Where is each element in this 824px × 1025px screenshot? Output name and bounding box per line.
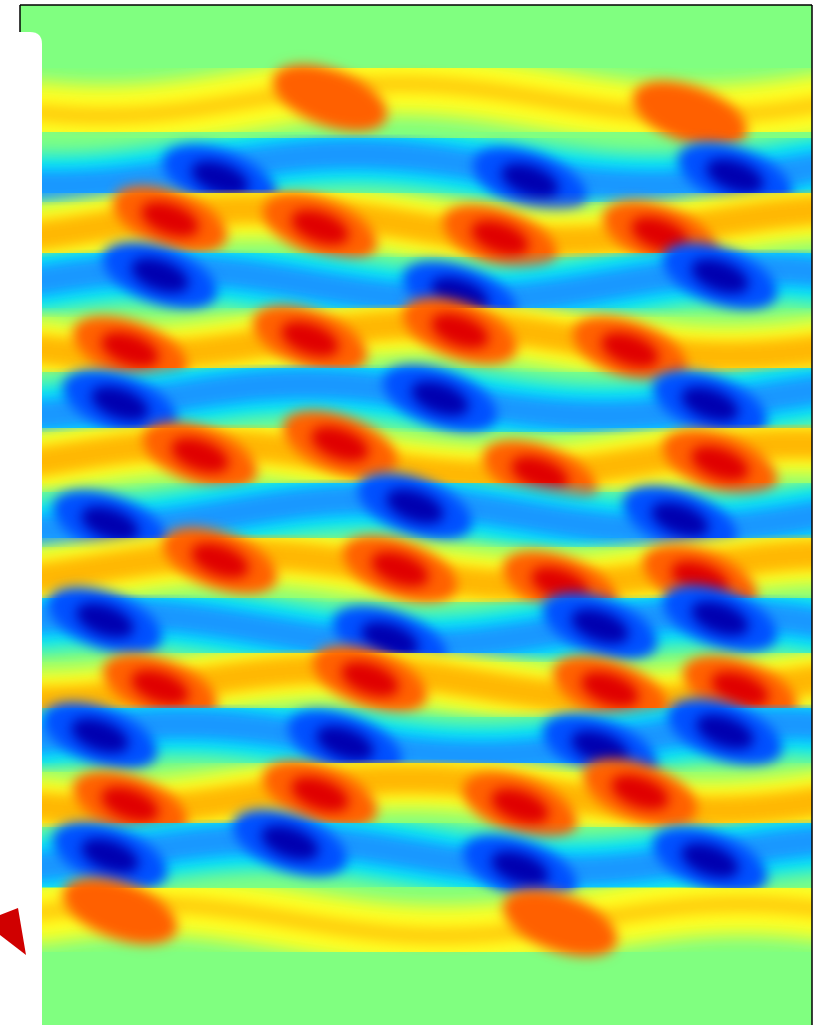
band-core <box>31 894 812 946</box>
blob-core <box>341 661 399 697</box>
blob-core <box>311 426 369 462</box>
blob-core <box>261 825 319 861</box>
blob-halo <box>502 889 618 957</box>
blob-core <box>696 714 754 750</box>
blob-core <box>706 158 764 194</box>
blob-core <box>571 730 629 766</box>
blob-core <box>101 786 159 822</box>
blob-core <box>691 258 749 294</box>
blob-core <box>91 386 149 421</box>
blob-core <box>81 506 139 542</box>
blob-core <box>386 488 444 524</box>
blob-core <box>76 603 134 638</box>
blob-core <box>601 332 659 368</box>
blob-core <box>291 776 349 812</box>
blob-core <box>131 257 189 293</box>
blob-core <box>501 163 559 199</box>
blob-core <box>651 502 709 537</box>
blob-halo <box>62 877 178 945</box>
blob-core <box>691 600 749 636</box>
blob-core <box>511 456 569 492</box>
side-panel <box>0 32 42 1025</box>
blob-core <box>371 551 429 587</box>
blob-core <box>281 321 339 357</box>
blob-core <box>291 209 349 245</box>
blob-core <box>71 718 129 754</box>
blob-core <box>471 220 529 256</box>
blob-core <box>411 381 469 416</box>
blob-core <box>141 201 199 237</box>
blob-core <box>581 671 639 707</box>
blob-halo <box>272 64 388 132</box>
blob-core <box>171 437 229 473</box>
blob-halo <box>632 81 748 148</box>
blob-core <box>571 608 629 644</box>
blob-core <box>691 445 749 481</box>
blob-core <box>431 313 489 349</box>
blob-core <box>681 386 739 422</box>
blob-core <box>681 843 739 878</box>
blob-core <box>191 543 249 579</box>
blob-core <box>491 788 549 824</box>
pointer-arrow <box>0 908 26 955</box>
blob-core <box>81 838 139 874</box>
blob-core <box>491 851 549 886</box>
blob-core <box>631 216 689 252</box>
blob-core <box>101 332 159 368</box>
blob-core <box>611 774 669 810</box>
field-pattern <box>20 52 812 968</box>
